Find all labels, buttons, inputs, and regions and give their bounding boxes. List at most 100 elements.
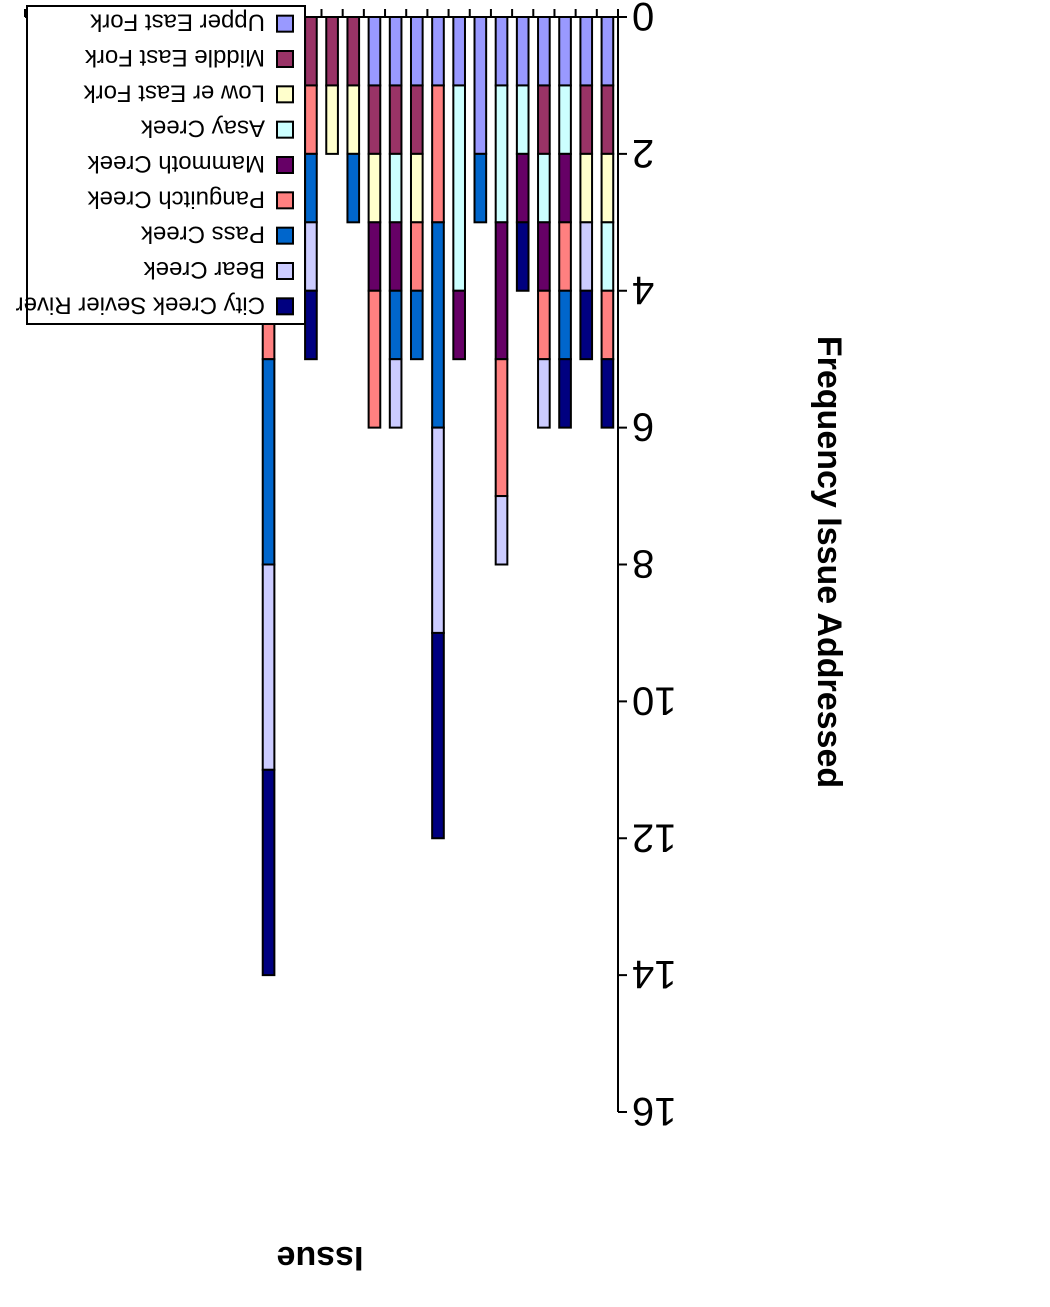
bar-segment [600, 84, 615, 155]
bar-segment [494, 16, 509, 87]
bar-segment [346, 84, 361, 155]
bar-segment [261, 768, 276, 977]
bar-segment [537, 289, 551, 361]
bar-segment [600, 221, 615, 292]
legend-label: Low er East Fork [83, 79, 265, 106]
legend-swatch [276, 262, 294, 280]
legend-label: Bear Creek [143, 256, 265, 283]
bar-segment [388, 84, 403, 155]
bar-segment [304, 84, 318, 155]
bar-segment [579, 152, 594, 224]
y-tick-label: 0 [632, 0, 654, 38]
bar-segment [431, 426, 445, 634]
bar-segment [537, 84, 551, 155]
bar-segment [261, 563, 276, 771]
bar-segment [431, 84, 445, 224]
bar-segment [388, 221, 403, 292]
bar-segment [600, 358, 615, 429]
bar-segment [494, 358, 509, 498]
bar-segment [452, 289, 466, 361]
bar-segment [558, 358, 572, 429]
legend-label: Asay Creek [140, 115, 265, 142]
bar-segment [409, 152, 424, 224]
bar-segment [388, 16, 403, 87]
bar-segment [346, 152, 361, 224]
bar-segment [346, 16, 361, 87]
x-tick-label: Accelerated Erosion [598, 0, 798, 5]
legend-swatch [276, 297, 294, 316]
bar-segment [558, 289, 572, 361]
bar-segment [537, 152, 551, 224]
axes-layer: 0 2 4 6 8 10 12 14 16 [24, 0, 677, 1133]
legend-label: Upper East Fork [89, 9, 265, 36]
bar-segment [494, 495, 509, 566]
bar-segment [494, 84, 509, 224]
legend: City Creek Sevier River Bear Creek Pass Cr… [16, 5, 306, 325]
legend-label: Mammoth Creek [87, 150, 265, 177]
y-tick-label: 4 [632, 268, 654, 312]
bar-segment [600, 16, 615, 87]
bar-segment [537, 16, 551, 87]
bar-segment [473, 16, 488, 155]
x-axis-title: Issue [277, 1239, 364, 1277]
bar-segment [537, 358, 551, 429]
bar-segment [304, 16, 318, 87]
y-tick-label: 6 [632, 405, 654, 449]
bar-segment [431, 16, 445, 87]
y-tick-label: 12 [632, 815, 677, 859]
category-labels: Accelerated ErosionAccess Mgt.Communitie… [27, 0, 798, 6]
bar-segment [431, 221, 445, 429]
bar-segment [515, 84, 530, 155]
bar-segment [452, 16, 466, 87]
bar-segment [558, 84, 572, 155]
bar-segment [600, 289, 615, 361]
bar-segment [558, 152, 572, 224]
bar-segment [515, 152, 530, 224]
legend-swatch [276, 85, 294, 104]
bar-segment [367, 84, 382, 155]
bar-segment [579, 221, 594, 292]
bar-segment [558, 221, 572, 292]
bar-segment [558, 16, 572, 87]
bar-segment [367, 289, 382, 429]
bar-segment [579, 289, 594, 361]
legend-label: City Creek Sevier River [16, 291, 265, 318]
bar-segment [579, 16, 594, 87]
bar-segment [304, 152, 318, 224]
legend-box [26, 5, 306, 325]
bar-segment [304, 221, 318, 292]
legend-swatch [276, 191, 294, 210]
bar-segment [515, 221, 530, 292]
y-tick-label: 8 [632, 542, 654, 586]
x-tick-label: Tall Forbs [132, 0, 236, 5]
bar-segment [494, 221, 509, 361]
bar-segment [537, 221, 551, 292]
bar-segment [388, 152, 403, 224]
legend-swatch [276, 120, 294, 139]
y-tick-label: 10 [632, 678, 677, 722]
legend-swatch [276, 226, 294, 245]
legend-swatch [276, 50, 294, 68]
bar-segment [325, 16, 339, 87]
bar-segment [261, 358, 276, 566]
bar-segment [409, 289, 424, 361]
bar-segment [367, 152, 382, 224]
bar-segment [452, 84, 466, 292]
bar-segment [515, 16, 530, 87]
bar-segment [325, 84, 339, 155]
bar-segment [409, 84, 424, 155]
y-tick-label: 14 [632, 952, 677, 996]
bar-segment [579, 84, 594, 155]
bar-segment [409, 16, 424, 87]
y-tick-label: 2 [632, 131, 654, 175]
legend-label: Panguitch Creek [87, 185, 265, 212]
bar-segment [600, 152, 615, 224]
bar-segment [367, 221, 382, 292]
legend-label: Middle East Fork [84, 44, 265, 71]
x-tick-label: Communities at Risk [555, 0, 760, 6]
y-axis-title: Frequency Issue Addressed [810, 336, 848, 788]
legend-label: Pass Creek [140, 221, 265, 248]
bar-segment [388, 358, 403, 429]
